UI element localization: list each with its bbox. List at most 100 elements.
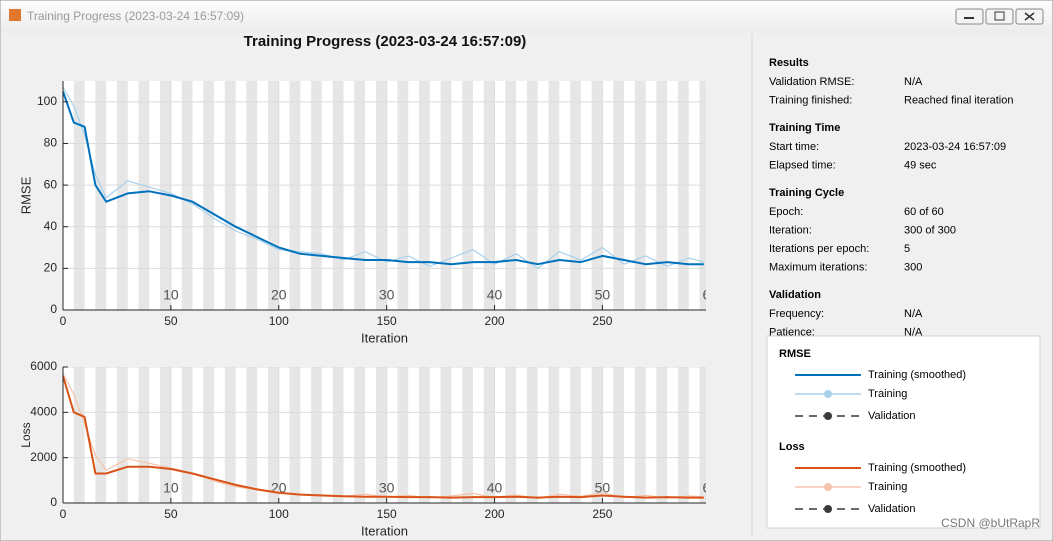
epoch-band [397,367,409,503]
y-axis-label: Loss [19,422,33,447]
epoch-label: 60 [703,287,719,303]
y-tick-label: 20 [44,261,58,275]
x-tick-label: 150 [377,507,397,521]
field-label: Maximum iterations: [769,261,867,273]
epoch-band [677,367,689,503]
field-value: N/A [904,76,923,88]
field-label: Epoch: [769,206,803,218]
x-tick-label: 250 [592,314,612,328]
epoch-label: 60 [703,480,719,496]
legend-label: Training [868,481,907,493]
field-value: 2023-03-24 16:57:09 [904,141,1006,153]
epoch-band [677,81,689,310]
legend-marker [824,412,832,420]
epoch-band [267,367,279,503]
epoch-band [397,81,409,310]
x-tick-label: 0 [60,314,67,328]
epoch-band [375,81,387,310]
x-tick-label: 200 [485,507,505,521]
field-label: Start time: [769,141,819,153]
epoch-band [570,367,581,503]
epoch-band [570,81,581,310]
field-label: Elapsed time: [769,159,836,171]
epoch-band [699,367,706,503]
app-icon [9,9,21,21]
epoch-band [440,367,452,503]
field-value: 49 sec [904,159,937,171]
x-tick-label: 0 [60,507,67,521]
epoch-label: 40 [487,287,503,303]
legend-heading: Loss [779,441,805,453]
epoch-band [591,81,603,310]
legend-label: Validation [868,503,916,515]
field-value: 300 of 300 [904,224,956,236]
epoch-label: 10 [163,287,179,303]
epoch-band [311,81,322,310]
window-title: Training Progress (2023-03-24 16:57:09) [27,9,244,23]
x-tick-label: 100 [269,314,289,328]
field-label: Iteration: [769,224,812,236]
epoch-band [354,81,366,310]
epoch-band [419,81,430,310]
x-tick-label: 200 [485,314,505,328]
field-value: 5 [904,243,910,255]
field-value: N/A [904,326,923,338]
legend: RMSE Training (smoothed) Training Validatio… [779,348,966,515]
epoch-band [483,81,495,310]
epoch-band [462,367,473,503]
maximize-button[interactable] [985,8,1014,25]
epoch-band [73,367,85,503]
section-heading: Training Time [769,122,840,134]
epoch-band [656,367,668,503]
x-tick-label: 50 [164,507,178,521]
x-axis-label: Iteration [361,523,408,538]
epoch-label: 40 [487,480,503,496]
y-tick-label: 40 [44,219,58,233]
epoch-band [505,81,517,310]
epoch-band [613,367,625,503]
epoch-band [160,367,171,503]
epoch-band [505,367,517,503]
section-heading: Training Cycle [769,187,844,199]
epoch-band [526,367,538,503]
epoch-band [203,81,215,310]
field-value: 60 of 60 [904,206,944,218]
y-tick-label: 4000 [30,405,57,419]
field-value: 300 [904,261,922,273]
epoch-band [548,81,560,310]
maximize-icon [994,11,1005,21]
legend-marker [824,483,832,491]
epoch-band [289,367,301,503]
epoch-band [246,367,258,503]
chart-title: Training Progress (2023-03-24 16:57:09) [244,33,527,50]
epoch-label: 20 [271,287,287,303]
epoch-band [160,81,171,310]
y-tick-label: 0 [50,495,57,509]
epoch-band [462,81,473,310]
epoch-label: 30 [379,480,395,496]
epoch-band [181,367,193,503]
field-value: N/A [904,308,923,320]
epoch-band [548,367,560,503]
epoch-band [419,367,430,503]
y-tick-label: 100 [37,94,57,108]
epoch-band [332,367,344,503]
plot-area: 10 20 30 40 50 60 [63,81,719,310]
epoch-band [267,81,279,310]
epoch-band [138,367,150,503]
series-line [63,91,704,266]
epoch-band [138,81,150,310]
title-bar [1,1,1052,33]
legend-label: Training (smoothed) [868,369,966,381]
field-label: Patience: [769,326,815,338]
epoch-label: 10 [163,480,179,496]
epoch-band [591,367,603,503]
field-label: Training finished: [769,94,852,106]
epoch-band [95,81,107,310]
epoch-band [289,81,301,310]
x-tick-label: 50 [164,314,178,328]
close-icon [1024,12,1035,21]
minimize-button[interactable] [955,8,984,25]
legend-label: Validation [868,410,916,422]
